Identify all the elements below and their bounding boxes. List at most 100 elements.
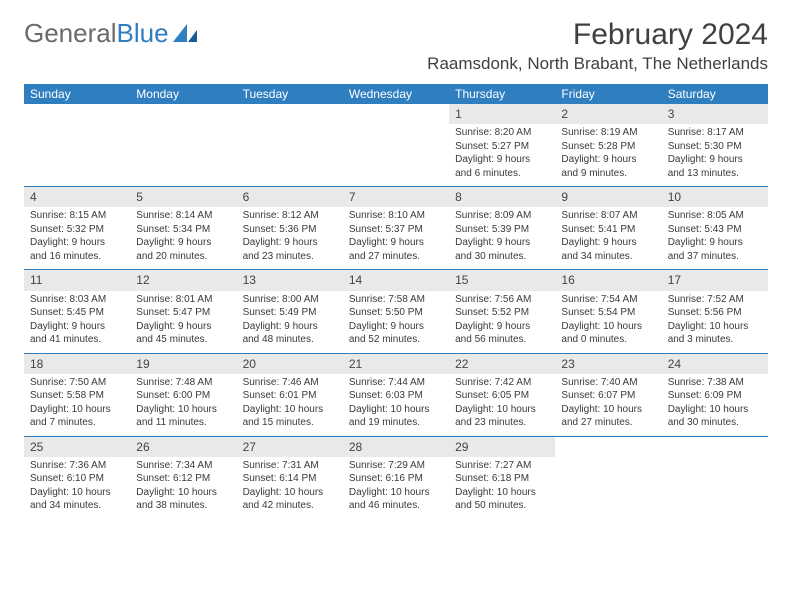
daylight-line-1: Daylight: 10 hours (243, 403, 337, 417)
day-info: Sunrise: 7:29 AMSunset: 6:16 PMDaylight:… (343, 457, 449, 519)
daylight-line-1: Daylight: 9 hours (349, 320, 443, 334)
daylight-line-2: and 38 minutes. (136, 499, 230, 513)
sunset-line: Sunset: 5:28 PM (561, 140, 655, 154)
daylight-line-2: and 37 minutes. (668, 250, 762, 264)
calendar-row: 4Sunrise: 8:15 AMSunset: 5:32 PMDaylight… (24, 187, 768, 270)
sunrise-line: Sunrise: 7:52 AM (668, 293, 762, 307)
day-number: 17 (662, 270, 768, 290)
title-block: February 2024 Raamsdonk, North Brabant, … (427, 18, 768, 74)
sunset-line: Sunset: 6:16 PM (349, 472, 443, 486)
day-number: 27 (237, 437, 343, 457)
daylight-line-2: and 34 minutes. (561, 250, 655, 264)
calendar-cell: 13Sunrise: 8:00 AMSunset: 5:49 PMDayligh… (237, 270, 343, 353)
daylight-line-1: Daylight: 10 hours (349, 486, 443, 500)
sunset-line: Sunset: 6:14 PM (243, 472, 337, 486)
daylight-line-1: Daylight: 10 hours (561, 320, 655, 334)
sunrise-line: Sunrise: 8:01 AM (136, 293, 230, 307)
day-info: Sunrise: 8:07 AMSunset: 5:41 PMDaylight:… (555, 207, 661, 269)
daylight-line-2: and 42 minutes. (243, 499, 337, 513)
calendar-cell: 8Sunrise: 8:09 AMSunset: 5:39 PMDaylight… (449, 187, 555, 270)
logo-sail-icon (173, 24, 199, 44)
sunrise-line: Sunrise: 8:19 AM (561, 126, 655, 140)
day-number: 23 (555, 354, 661, 374)
daylight-line-2: and 9 minutes. (561, 167, 655, 181)
daylight-line-1: Daylight: 9 hours (455, 320, 549, 334)
sunrise-line: Sunrise: 7:31 AM (243, 459, 337, 473)
day-info: Sunrise: 7:34 AMSunset: 6:12 PMDaylight:… (130, 457, 236, 519)
day-info: Sunrise: 7:58 AMSunset: 5:50 PMDaylight:… (343, 291, 449, 353)
day-number: 5 (130, 187, 236, 207)
calendar-cell: 9Sunrise: 8:07 AMSunset: 5:41 PMDaylight… (555, 187, 661, 270)
day-number: 15 (449, 270, 555, 290)
daylight-line-1: Daylight: 9 hours (455, 236, 549, 250)
calendar-cell: 19Sunrise: 7:48 AMSunset: 6:00 PMDayligh… (130, 353, 236, 436)
day-number: 4 (24, 187, 130, 207)
column-header: Saturday (662, 84, 768, 104)
calendar-cell: 22Sunrise: 7:42 AMSunset: 6:05 PMDayligh… (449, 353, 555, 436)
daylight-line-1: Daylight: 10 hours (349, 403, 443, 417)
calendar-table: SundayMondayTuesdayWednesdayThursdayFrid… (24, 84, 768, 519)
daylight-line-1: Daylight: 10 hours (136, 486, 230, 500)
daylight-line-1: Daylight: 10 hours (455, 403, 549, 417)
calendar-cell: 15Sunrise: 7:56 AMSunset: 5:52 PMDayligh… (449, 270, 555, 353)
daylight-line-1: Daylight: 9 hours (455, 153, 549, 167)
column-header: Wednesday (343, 84, 449, 104)
calendar-header: SundayMondayTuesdayWednesdayThursdayFrid… (24, 84, 768, 104)
daylight-line-2: and 15 minutes. (243, 416, 337, 430)
calendar-cell: 5Sunrise: 8:14 AMSunset: 5:34 PMDaylight… (130, 187, 236, 270)
sunrise-line: Sunrise: 8:00 AM (243, 293, 337, 307)
daylight-line-2: and 34 minutes. (30, 499, 124, 513)
day-number: 28 (343, 437, 449, 457)
daylight-line-2: and 7 minutes. (30, 416, 124, 430)
column-header: Monday (130, 84, 236, 104)
day-number: 16 (555, 270, 661, 290)
day-number: 18 (24, 354, 130, 374)
day-info: Sunrise: 7:54 AMSunset: 5:54 PMDaylight:… (555, 291, 661, 353)
daylight-line-2: and 50 minutes. (455, 499, 549, 513)
sunset-line: Sunset: 5:54 PM (561, 306, 655, 320)
daylight-line-1: Daylight: 9 hours (668, 153, 762, 167)
column-header: Friday (555, 84, 661, 104)
daylight-line-1: Daylight: 9 hours (561, 153, 655, 167)
calendar-cell: 26Sunrise: 7:34 AMSunset: 6:12 PMDayligh… (130, 436, 236, 519)
day-info: Sunrise: 8:03 AMSunset: 5:45 PMDaylight:… (24, 291, 130, 353)
sunrise-line: Sunrise: 7:38 AM (668, 376, 762, 390)
day-info: Sunrise: 7:31 AMSunset: 6:14 PMDaylight:… (237, 457, 343, 519)
sunrise-line: Sunrise: 7:50 AM (30, 376, 124, 390)
logo-text-1: General (24, 18, 117, 49)
sunset-line: Sunset: 6:12 PM (136, 472, 230, 486)
day-number: 2 (555, 104, 661, 124)
day-info: Sunrise: 8:17 AMSunset: 5:30 PMDaylight:… (662, 124, 768, 186)
sunrise-line: Sunrise: 8:05 AM (668, 209, 762, 223)
daylight-line-1: Daylight: 9 hours (30, 320, 124, 334)
calendar-row: 25Sunrise: 7:36 AMSunset: 6:10 PMDayligh… (24, 436, 768, 519)
sunrise-line: Sunrise: 7:48 AM (136, 376, 230, 390)
day-number: 14 (343, 270, 449, 290)
calendar-cell: 6Sunrise: 8:12 AMSunset: 5:36 PMDaylight… (237, 187, 343, 270)
day-number: 13 (237, 270, 343, 290)
daylight-line-2: and 30 minutes. (455, 250, 549, 264)
sunset-line: Sunset: 6:10 PM (30, 472, 124, 486)
daylight-line-2: and 16 minutes. (30, 250, 124, 264)
day-info: Sunrise: 8:05 AMSunset: 5:43 PMDaylight:… (662, 207, 768, 269)
day-number: 29 (449, 437, 555, 457)
sunrise-line: Sunrise: 8:10 AM (349, 209, 443, 223)
day-number: 11 (24, 270, 130, 290)
day-info: Sunrise: 7:40 AMSunset: 6:07 PMDaylight:… (555, 374, 661, 436)
sunset-line: Sunset: 5:27 PM (455, 140, 549, 154)
calendar-cell-empty (555, 436, 661, 519)
daylight-line-2: and 27 minutes. (349, 250, 443, 264)
calendar-cell-empty (237, 104, 343, 187)
day-info: Sunrise: 7:36 AMSunset: 6:10 PMDaylight:… (24, 457, 130, 519)
column-header: Thursday (449, 84, 555, 104)
sunset-line: Sunset: 5:45 PM (30, 306, 124, 320)
daylight-line-2: and 19 minutes. (349, 416, 443, 430)
daylight-line-2: and 46 minutes. (349, 499, 443, 513)
column-header: Sunday (24, 84, 130, 104)
sunrise-line: Sunrise: 8:12 AM (243, 209, 337, 223)
daylight-line-1: Daylight: 10 hours (30, 403, 124, 417)
sunrise-line: Sunrise: 7:54 AM (561, 293, 655, 307)
calendar-cell: 3Sunrise: 8:17 AMSunset: 5:30 PMDaylight… (662, 104, 768, 187)
daylight-line-2: and 23 minutes. (455, 416, 549, 430)
day-number: 10 (662, 187, 768, 207)
